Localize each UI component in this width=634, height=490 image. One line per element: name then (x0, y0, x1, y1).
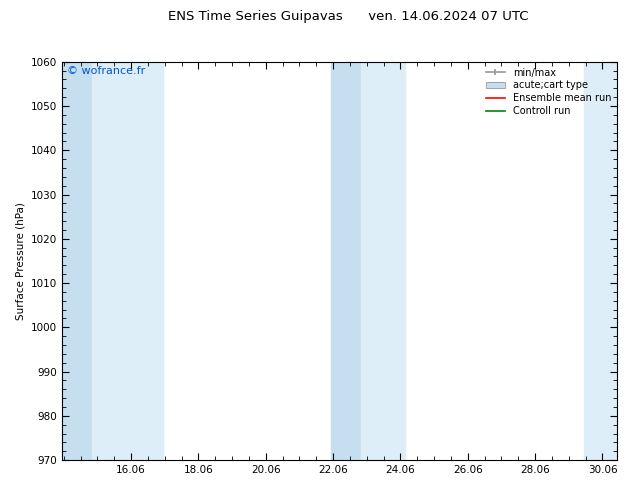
Y-axis label: Surface Pressure (hPa): Surface Pressure (hPa) (15, 202, 25, 320)
Text: © wofrance.fr: © wofrance.fr (67, 66, 145, 75)
Bar (61, 62, 92, 460)
Bar (361, 62, 405, 460)
Bar (584, 62, 618, 460)
Legend: min/max, acute;cart type, Ensemble mean run, Controll run: min/max, acute;cart type, Ensemble mean … (482, 64, 616, 120)
Bar (92, 62, 163, 460)
Bar (331, 62, 361, 460)
Text: ENS Time Series Guipavas      ven. 14.06.2024 07 UTC: ENS Time Series Guipavas ven. 14.06.2024… (169, 10, 529, 23)
